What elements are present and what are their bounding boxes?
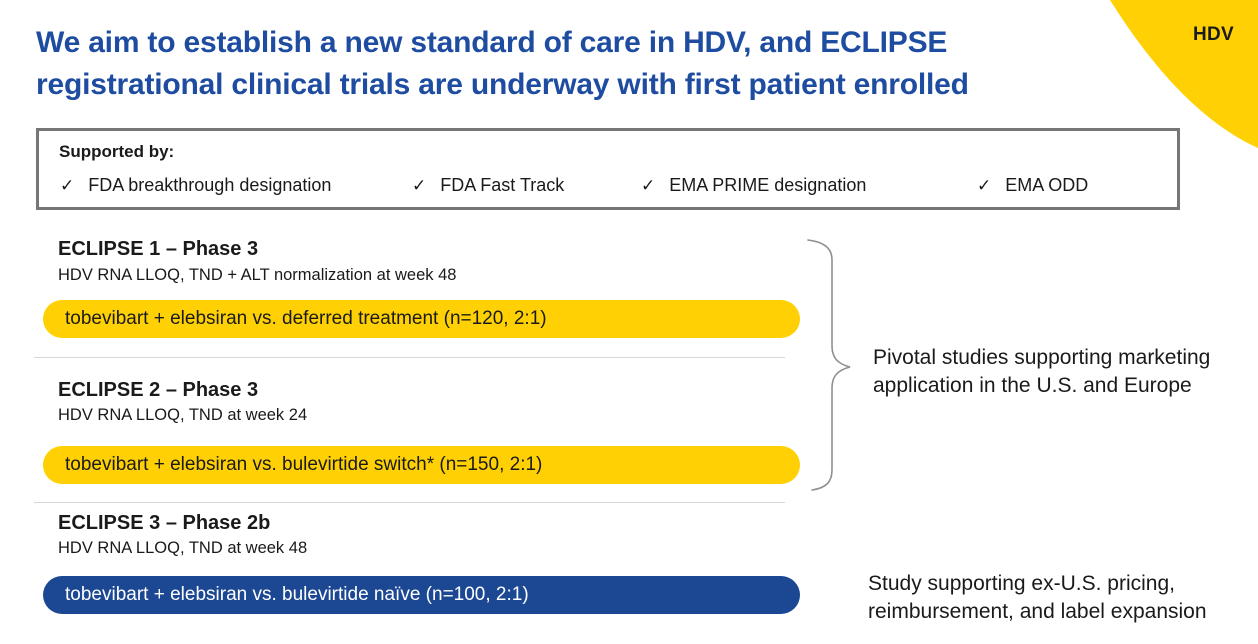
page-title-line1: We aim to establish a new standard of ca… — [36, 26, 948, 59]
study-arm-pill-eclipse-1: tobevibart + elebsiran vs. deferred trea… — [43, 300, 800, 338]
study-endpoint-eclipse-1: HDV RNA LLOQ, TND + ALT normalization at… — [58, 266, 457, 284]
study-endpoint-eclipse-2: HDV RNA LLOQ, TND at week 24 — [58, 406, 308, 424]
page-title-line2: registrational clinical trials are under… — [36, 68, 969, 101]
section-divider — [34, 502, 785, 503]
check-icon: ✓ — [60, 176, 75, 195]
ex-us-note-line1: Study supporting ex-U.S. pricing, — [868, 572, 1175, 595]
pivotal-studies-note-line1: Pivotal studies supporting marketing — [873, 346, 1211, 369]
study-endpoint-eclipse-3: HDV RNA LLOQ, TND at week 48 — [58, 539, 308, 557]
supported-by-box: Supported by: ✓ FDA breakthrough designa… — [36, 128, 1180, 210]
study-name-eclipse-3: ECLIPSE 3 – Phase 2b — [58, 512, 271, 534]
study-name-eclipse-2: ECLIPSE 2 – Phase 3 — [58, 379, 259, 401]
supported-item: ✓ EMA ODD — [977, 175, 1088, 196]
supported-item: ✓ EMA PRIME designation — [641, 175, 977, 196]
page-title: We aim to establish a new standard of ca… — [36, 22, 969, 106]
curly-brace-icon — [807, 239, 851, 491]
hdv-corner-label: HDV — [1192, 24, 1234, 45]
pivotal-studies-note-line2: application in the U.S. and Europe — [873, 374, 1192, 397]
supported-item-label: EMA PRIME designation — [669, 175, 867, 195]
check-icon: ✓ — [977, 176, 992, 195]
ex-us-note-line2: reimbursement, and label expansion — [868, 600, 1207, 623]
study-name-eclipse-1: ECLIPSE 1 – Phase 3 — [58, 238, 259, 260]
supported-item-label: FDA Fast Track — [440, 175, 565, 195]
pivotal-studies-note: Pivotal studies supporting marketing app… — [873, 344, 1210, 400]
supported-item-label: FDA breakthrough designation — [88, 175, 332, 195]
study-arm-pill-eclipse-3: tobevibart + elebsiran vs. bulevirtide n… — [43, 576, 800, 614]
supported-item-label: EMA ODD — [1005, 175, 1089, 195]
supported-by-list: ✓ FDA breakthrough designation ✓ FDA Fas… — [39, 175, 1177, 196]
study-arm-pill-eclipse-2: tobevibart + elebsiran vs. bulevirtide s… — [43, 446, 800, 484]
section-divider — [34, 357, 785, 358]
ex-us-note: Study supporting ex-U.S. pricing, reimbu… — [868, 570, 1207, 626]
supported-item: ✓ FDA breakthrough designation — [60, 175, 412, 196]
corner-wedge-icon — [1110, 0, 1258, 148]
supported-item: ✓ FDA Fast Track — [412, 175, 641, 196]
check-icon: ✓ — [412, 176, 427, 195]
supported-by-heading: Supported by: — [59, 142, 175, 161]
check-icon: ✓ — [641, 176, 656, 195]
